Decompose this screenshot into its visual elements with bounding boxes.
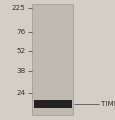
Text: 24: 24 [16,90,25,96]
Text: 52: 52 [16,48,25,54]
Text: 76: 76 [16,29,25,35]
Text: TIMP-1: TIMP-1 [100,101,115,107]
Text: 225: 225 [12,5,25,11]
Text: 38: 38 [16,68,25,74]
Bar [33,100,71,108]
Bar [32,4,72,115]
